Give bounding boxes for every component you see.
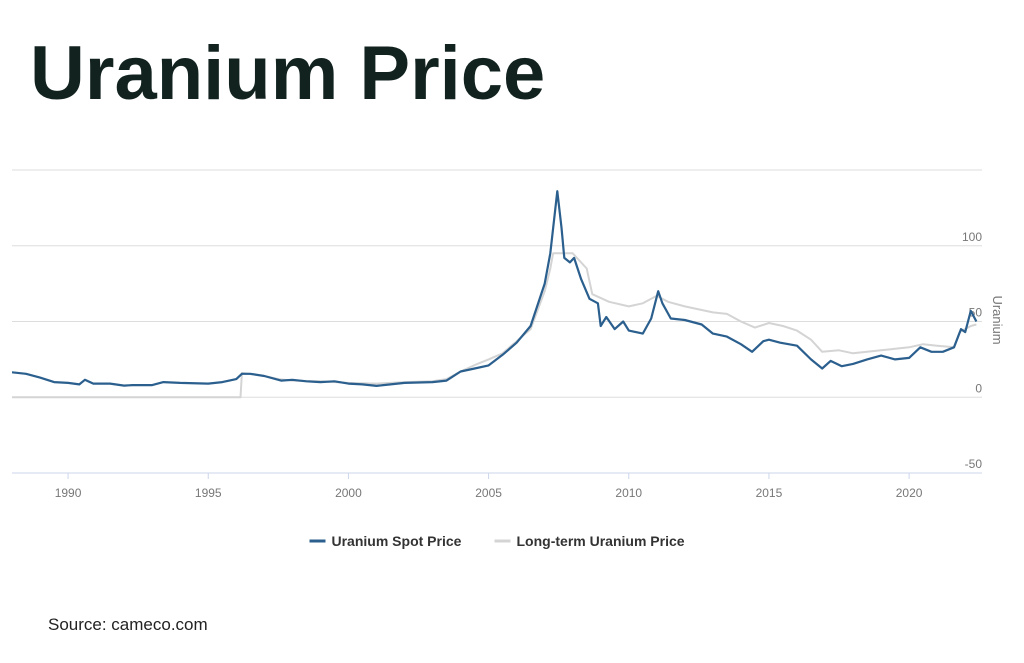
x-tick-label: 1990	[55, 486, 82, 500]
legend: Uranium Spot Price Long-term Uranium Pric…	[309, 533, 685, 549]
x-tick-label: 2015	[756, 486, 783, 500]
x-tick-label: 2000	[335, 486, 362, 500]
series-line	[12, 190, 978, 387]
y-tick-label: 100	[962, 230, 982, 244]
x-tick-label: 2010	[615, 486, 642, 500]
legend-label: Long-term Uranium Price	[517, 533, 685, 549]
plot-area	[12, 190, 978, 399]
x-tick-label: 2005	[475, 486, 502, 500]
y-tick-label: -50	[965, 457, 983, 471]
y-axis-title: Uranium	[990, 295, 1005, 344]
y-tick-label: 0	[975, 381, 982, 395]
legend-label: Uranium Spot Price	[332, 533, 462, 549]
x-tick-label: 2020	[896, 486, 923, 500]
source-note: Source: cameco.com	[48, 615, 208, 634]
y-tick-label: 50	[969, 306, 983, 320]
series-line	[12, 252, 977, 399]
chart-title: Uranium Price	[30, 31, 545, 116]
x-tick-label: 1995	[195, 486, 222, 500]
grid: -50 0 50 100 1990 1995 2000 2005 2010 2015 2020	[12, 169, 983, 500]
